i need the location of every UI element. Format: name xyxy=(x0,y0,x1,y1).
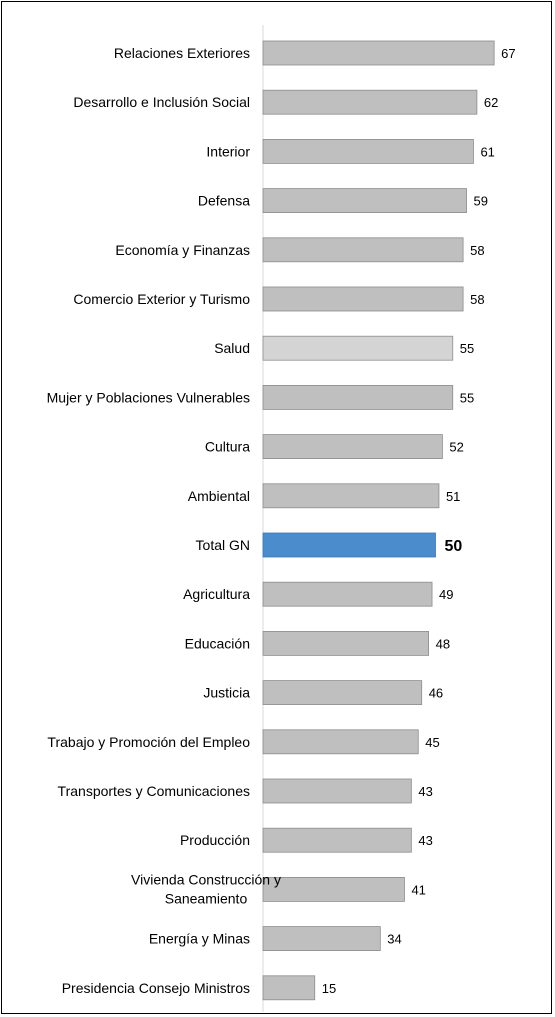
bar-energia-y-minas xyxy=(262,926,381,951)
category-label-justicia: Justicia xyxy=(203,685,250,701)
bar-salud xyxy=(262,335,454,361)
value-label-economia-y-finanzas: 58 xyxy=(470,243,484,258)
value-label-transportes-y-comunicaciones: 43 xyxy=(418,784,432,799)
bar-trabajo-y-promocion-del-empleo xyxy=(262,729,419,755)
bar-ambiental xyxy=(262,483,440,509)
value-labels: 67 62 61 59 58 58 55 55 52 51 50 49 48 46 45 43 43 41 34 15 xyxy=(322,46,516,996)
bar-agricultura xyxy=(262,581,433,607)
value-label-comercio-exterior-y-turismo: 58 xyxy=(470,292,484,307)
value-label-mujer-y-poblaciones-vulnerables: 55 xyxy=(460,390,474,405)
value-label-educacion: 48 xyxy=(436,636,450,651)
category-label-vivienda-construccion-y-saneamiento: Vivienda Construcción y Saneamiento xyxy=(131,871,281,906)
value-label-salud: 55 xyxy=(460,341,474,356)
value-label-ambiental: 51 xyxy=(446,489,460,504)
value-label-total-gn: 50 xyxy=(445,538,463,555)
value-label-cultura: 52 xyxy=(449,440,463,455)
value-label-trabajo-y-promocion-del-empleo: 45 xyxy=(425,735,439,750)
bar-justicia xyxy=(262,680,423,705)
bar-produccion xyxy=(262,827,412,853)
value-label-defensa: 59 xyxy=(474,194,488,209)
category-label-transportes-y-comunicaciones: Transportes y Comunicaciones xyxy=(58,783,250,799)
category-label-produccion: Producción xyxy=(180,832,250,848)
value-label-desarrollo-e-inclusion-social: 62 xyxy=(484,95,498,110)
category-label-total-gn: Total GN xyxy=(196,537,250,553)
category-label-cultura: Cultura xyxy=(205,439,250,455)
category-label-energia-y-minas: Energía y Minas xyxy=(149,931,250,947)
bar-comercio-exterior-y-turismo xyxy=(262,286,464,312)
category-label-agricultura: Agricultura xyxy=(183,586,250,602)
value-label-interior: 61 xyxy=(480,144,494,159)
bar-presidencia-consejo-ministros xyxy=(262,975,316,1001)
value-label-agricultura: 49 xyxy=(439,587,453,602)
value-label-vivienda-construccion-y-saneamiento: 41 xyxy=(411,882,425,897)
category-label-educacion: Educación xyxy=(185,635,250,651)
category-label-defensa: Defensa xyxy=(198,193,250,209)
category-label-ambiental: Ambiental xyxy=(188,488,250,504)
value-label-justicia: 46 xyxy=(429,686,443,701)
category-label-comercio-exterior-y-turismo: Comercio Exterior y Turismo xyxy=(73,291,250,307)
bar-economia-y-finanzas xyxy=(262,237,464,263)
value-label-presidencia-consejo-ministros: 15 xyxy=(322,981,336,996)
category-label-salud: Salud xyxy=(214,340,250,356)
value-label-energia-y-minas: 34 xyxy=(387,932,401,947)
category-label-trabajo-y-promocion-del-empleo: Trabajo y Promoción del Empleo xyxy=(47,734,250,750)
bar-vivienda-construccion-y-saneamiento xyxy=(262,877,405,902)
bar-relaciones-exteriores xyxy=(262,40,495,66)
bar-educacion xyxy=(262,631,430,656)
bar-defensa xyxy=(262,188,467,214)
bars xyxy=(262,40,495,1001)
bar-mujer-y-poblaciones-vulnerables xyxy=(262,384,454,410)
category-label-economia-y-finanzas: Economía y Finanzas xyxy=(115,242,250,258)
bar-transportes-y-comunicaciones xyxy=(262,778,412,804)
category-label-interior: Interior xyxy=(206,143,250,159)
bar-interior xyxy=(262,138,474,164)
category-label-presidencia-consejo-ministros: Presidencia Consejo Ministros xyxy=(62,980,250,996)
value-label-produccion: 43 xyxy=(418,833,432,848)
category-label-relaciones-exteriores: Relaciones Exteriores xyxy=(114,45,250,61)
category-label-mujer-y-poblaciones-vulnerables: Mujer y Poblaciones Vulnerables xyxy=(47,389,250,405)
category-label-desarrollo-e-inclusion-social: Desarrollo e Inclusión Social xyxy=(73,94,250,110)
bar-total-gn xyxy=(262,532,436,558)
category-labels: Relaciones Exteriores Desarrollo e Inclus… xyxy=(47,45,281,996)
bar-desarrollo-e-inclusion-social xyxy=(262,89,478,115)
bar-cultura xyxy=(262,434,443,460)
value-label-relaciones-exteriores: 67 xyxy=(501,46,515,61)
